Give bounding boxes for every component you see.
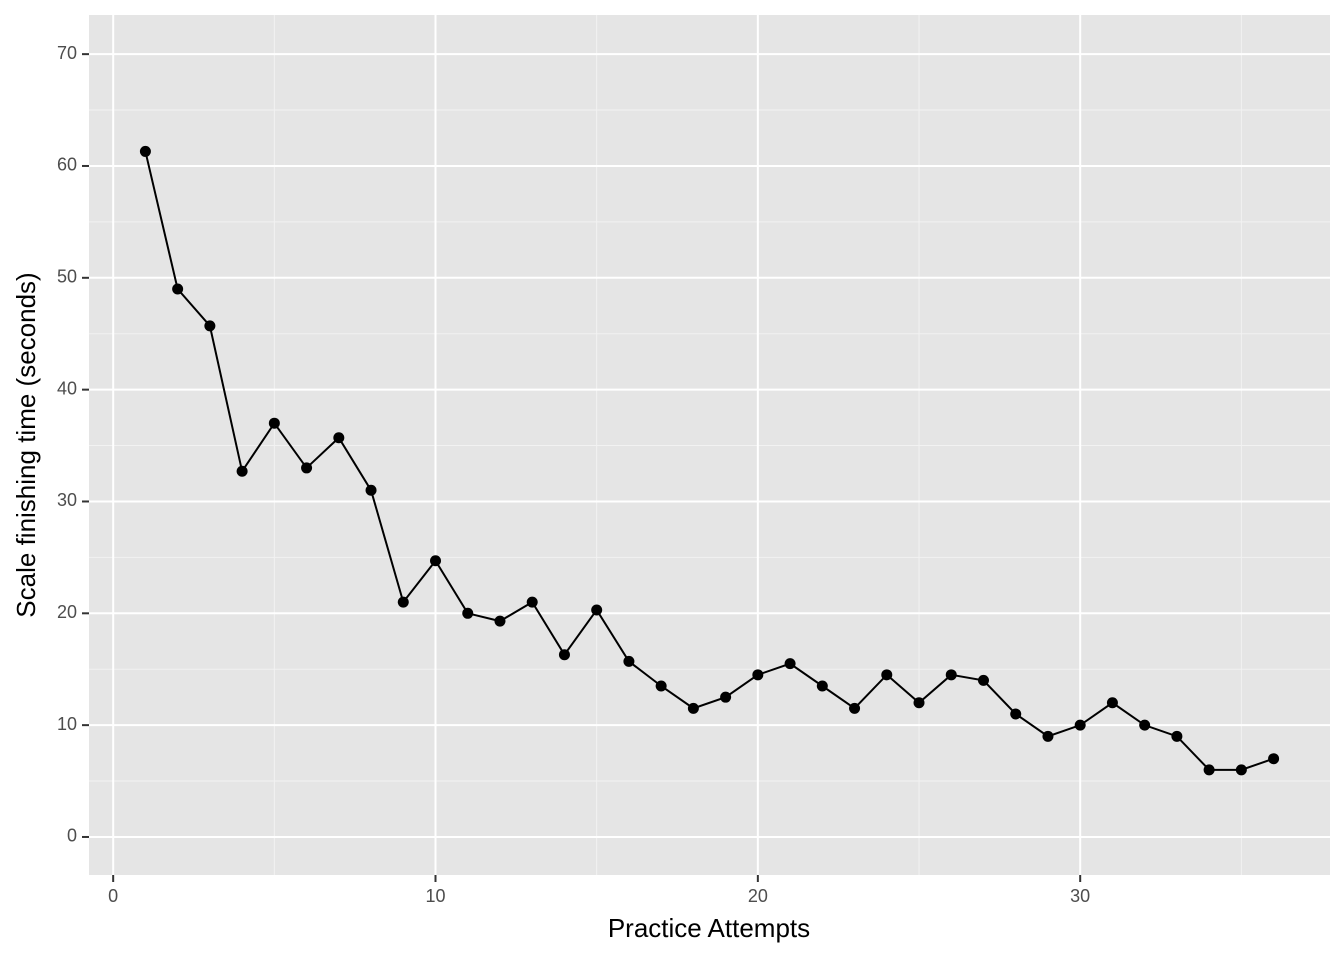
data-point <box>558 649 570 661</box>
data-point <box>204 320 216 332</box>
data-point <box>494 615 506 627</box>
y-tick-label: 20 <box>57 602 77 622</box>
data-point <box>977 674 989 686</box>
data-point <box>1074 719 1086 731</box>
x-tick-label: 30 <box>1070 886 1090 906</box>
data-point <box>1235 764 1247 776</box>
data-point <box>849 702 861 714</box>
data-point <box>172 283 184 295</box>
y-tick-label: 60 <box>57 155 77 175</box>
data-point <box>1010 708 1022 720</box>
data-point <box>526 596 538 608</box>
x-tick-label: 20 <box>748 886 768 906</box>
data-point <box>881 669 893 681</box>
series-line <box>144 151 1274 771</box>
data-point <box>752 669 764 681</box>
data-point <box>301 462 313 474</box>
data-point <box>1139 719 1151 731</box>
y-tick-label: 30 <box>57 490 77 510</box>
y-tick-label: 50 <box>57 267 77 287</box>
data-point <box>720 691 732 703</box>
data-point <box>139 145 151 157</box>
y-tick-label: 40 <box>57 378 77 398</box>
data-point <box>623 655 635 667</box>
y-tick-label: 10 <box>57 714 77 734</box>
data-point <box>784 658 796 670</box>
data-point <box>236 465 248 477</box>
data-point <box>1171 730 1183 742</box>
data-point <box>1042 730 1054 742</box>
y-tick-label: 70 <box>57 43 77 63</box>
marks <box>139 145 1280 776</box>
data-point <box>1268 753 1280 765</box>
plot-panel <box>89 15 1330 875</box>
data-point <box>687 702 699 714</box>
y-tick-label: 0 <box>67 826 77 846</box>
data-point <box>816 680 828 692</box>
data-point <box>365 484 377 496</box>
data-point <box>591 604 603 616</box>
data-point <box>268 417 280 429</box>
data-point <box>397 596 409 608</box>
y-axis-title: Scale finishing time (seconds) <box>11 272 41 617</box>
data-point <box>1106 697 1118 709</box>
data-point <box>430 555 442 567</box>
data-point <box>1203 764 1215 776</box>
data-point <box>333 432 345 444</box>
data-point <box>462 607 474 619</box>
data-point <box>655 680 667 692</box>
data-point <box>913 697 925 709</box>
x-tick-label: 10 <box>425 886 445 906</box>
data-point <box>945 669 957 681</box>
x-axis-title: Practice Attempts <box>608 913 810 943</box>
grid <box>89 15 1330 875</box>
x-tick-label: 0 <box>108 886 118 906</box>
